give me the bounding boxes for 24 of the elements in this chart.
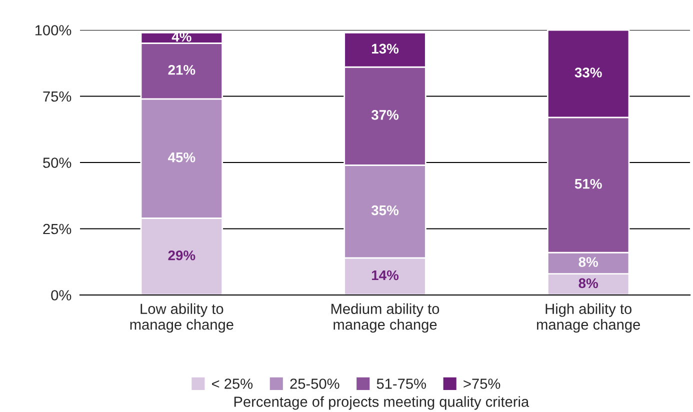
- data-label: 21%: [168, 64, 196, 75]
- legend-label: >75%: [464, 378, 500, 389]
- x-tick-label: Medium ability to manage change: [331, 303, 440, 333]
- data-label: 33%: [574, 68, 602, 78]
- legend-label: 51-75%: [376, 378, 426, 389]
- legend-label: 25-50%: [290, 378, 340, 389]
- data-label: 35%: [371, 205, 399, 216]
- data-label: 8%: [578, 278, 598, 288]
- data-label: 45%: [168, 152, 196, 162]
- x-axis-title: Percentage of projects meeting quality criteria: [234, 396, 530, 410]
- y-tick-label: 100%: [35, 25, 72, 36]
- y-tick-label: 75%: [43, 91, 72, 102]
- data-label: 14%: [372, 270, 399, 280]
- y-tick-label: 50%: [43, 158, 72, 168]
- data-label: 51%: [574, 178, 602, 189]
- y-tick-label: 0%: [51, 290, 72, 300]
- data-label: 8%: [578, 257, 598, 267]
- data-label: 29%: [168, 250, 196, 260]
- legend-label: < 25%: [212, 378, 253, 389]
- data-label: 37%: [371, 110, 399, 120]
- x-tick-label: High ability to manage change: [537, 303, 640, 333]
- x-tick-label: Low ability to manage change: [130, 303, 234, 333]
- data-label: 13%: [372, 44, 399, 54]
- y-tick-label: 25%: [43, 224, 72, 234]
